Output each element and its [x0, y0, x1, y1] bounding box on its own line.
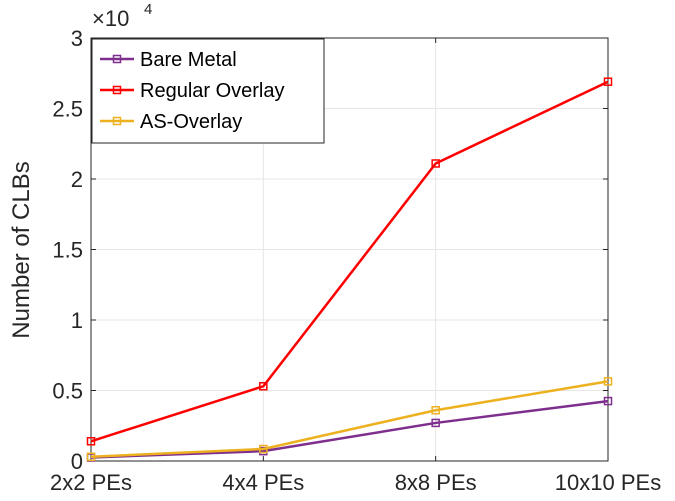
- y-axis-title: Number of CLBs: [8, 161, 35, 338]
- series-group: [86, 77, 613, 462]
- series-regular-overlay: [86, 77, 613, 446]
- series-line: [90, 80, 609, 443]
- legend: Bare Metal Regular Overlay AS-Overlay: [91, 38, 325, 144]
- legend-item: Regular Overlay: [100, 80, 285, 102]
- legend-label: Regular Overlay: [140, 80, 285, 102]
- data-point: [603, 77, 613, 86]
- legend-label: AS-Overlay: [140, 111, 242, 133]
- y-multiplier-base: ×10: [92, 6, 129, 31]
- series-line: [90, 399, 609, 459]
- data-point: [259, 444, 268, 454]
- x-axis: 2x2 PEs 4x4 PEs 8x8 PEs 10x10 PEs: [50, 38, 661, 495]
- data-point: [603, 396, 613, 406]
- y-multiplier: ×10 4: [92, 1, 152, 31]
- x-tick-label: 8x8 PEs: [395, 470, 477, 495]
- y-tick-label: 3: [71, 26, 83, 51]
- legend-marker: [112, 54, 122, 64]
- data-point: [603, 377, 613, 386]
- y-tick-label: 2: [71, 167, 83, 192]
- y-tick-label: 0.5: [52, 379, 83, 404]
- y-tick-label: 1.5: [52, 238, 83, 263]
- legend-item: Bare Metal: [100, 49, 237, 71]
- data-point: [86, 437, 96, 446]
- x-tick-label: 4x4 PEs: [222, 470, 304, 495]
- data-point: [259, 382, 268, 391]
- y-tick-label: 2.5: [52, 97, 83, 122]
- legend-item: AS-Overlay: [100, 111, 242, 133]
- data-point: [431, 159, 440, 168]
- x-tick-label: 10x10 PEs: [555, 470, 661, 495]
- series-as-overlay: [86, 377, 613, 462]
- y-tick-label: 1: [71, 308, 83, 333]
- y-multiplier-exponent: 4: [144, 1, 152, 18]
- series-line: [90, 380, 609, 459]
- data-point: [431, 405, 440, 415]
- data-point: [431, 418, 440, 428]
- legend-marker: [112, 116, 122, 126]
- legend-label: Bare Metal: [140, 49, 237, 71]
- x-tick-label: 2x2 PEs: [50, 470, 132, 495]
- data-point: [86, 452, 96, 462]
- y-tick-label: 0: [71, 449, 83, 474]
- legend-marker: [112, 85, 122, 95]
